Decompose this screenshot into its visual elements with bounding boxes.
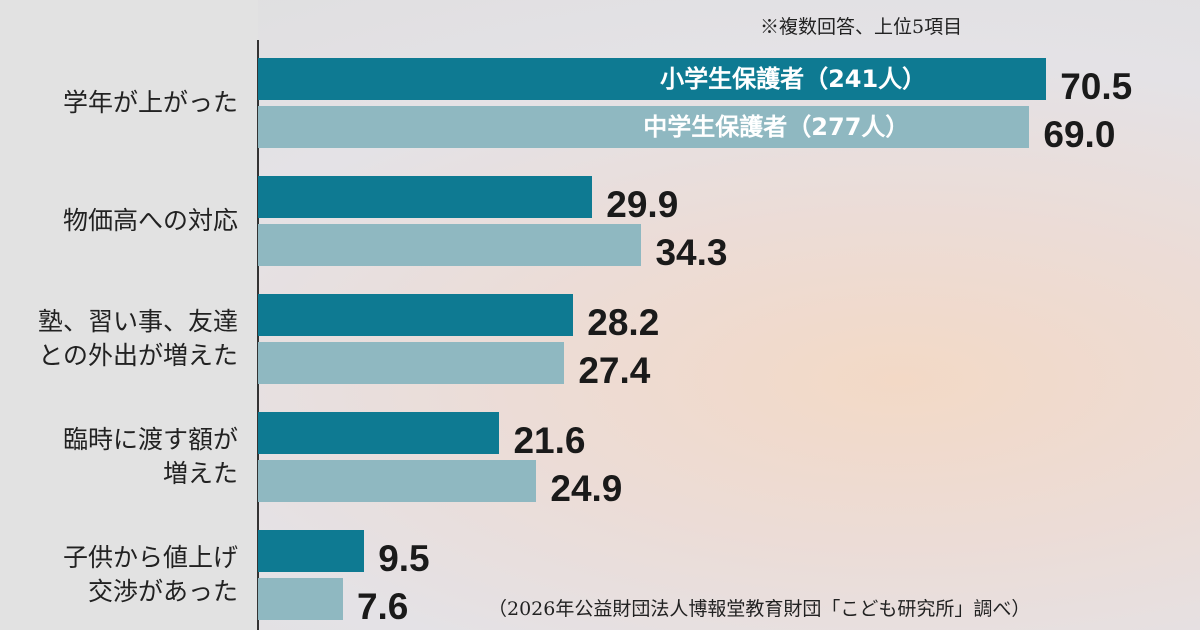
category-label: 物価高への対応 (62, 206, 238, 235)
bar (258, 460, 537, 502)
category-label: 子供から値上げ 交渉があった (62, 543, 238, 606)
bar (258, 412, 500, 454)
value-label: 34.3 (655, 232, 728, 273)
label-panel (0, 0, 258, 630)
value-label: 70.5 (1060, 66, 1133, 107)
value-label: 7.6 (356, 586, 409, 627)
bar (258, 224, 642, 266)
category-label: 臨時に渡す額が 増えた (62, 425, 238, 488)
bar (258, 58, 1047, 100)
bar (258, 342, 565, 384)
value-label: 24.9 (550, 468, 623, 509)
source: （2026年公益財団法人博報堂教育財団「こども研究所」調べ） (488, 598, 1031, 620)
value-label: 21.6 (513, 420, 586, 461)
category-label: 学年が上がった (62, 88, 238, 117)
bar (258, 294, 574, 336)
value-label: 9.5 (378, 538, 430, 579)
bar (258, 176, 593, 218)
value-label: 28.2 (587, 302, 660, 343)
legend-label: 中学生保護者（277人） (643, 113, 910, 141)
value-label: 27.4 (578, 350, 651, 391)
bar (258, 106, 1030, 148)
value-label: 29.9 (606, 184, 679, 225)
value-label: 69.0 (1043, 114, 1116, 155)
note: ※複数回答、上位5項目 (760, 16, 963, 38)
category-label: 塾、習い事、友達 との外出が増えた (37, 307, 238, 370)
bar (258, 578, 343, 620)
bar (258, 530, 365, 572)
legend-label: 小学生保護者（241人） (660, 65, 927, 93)
